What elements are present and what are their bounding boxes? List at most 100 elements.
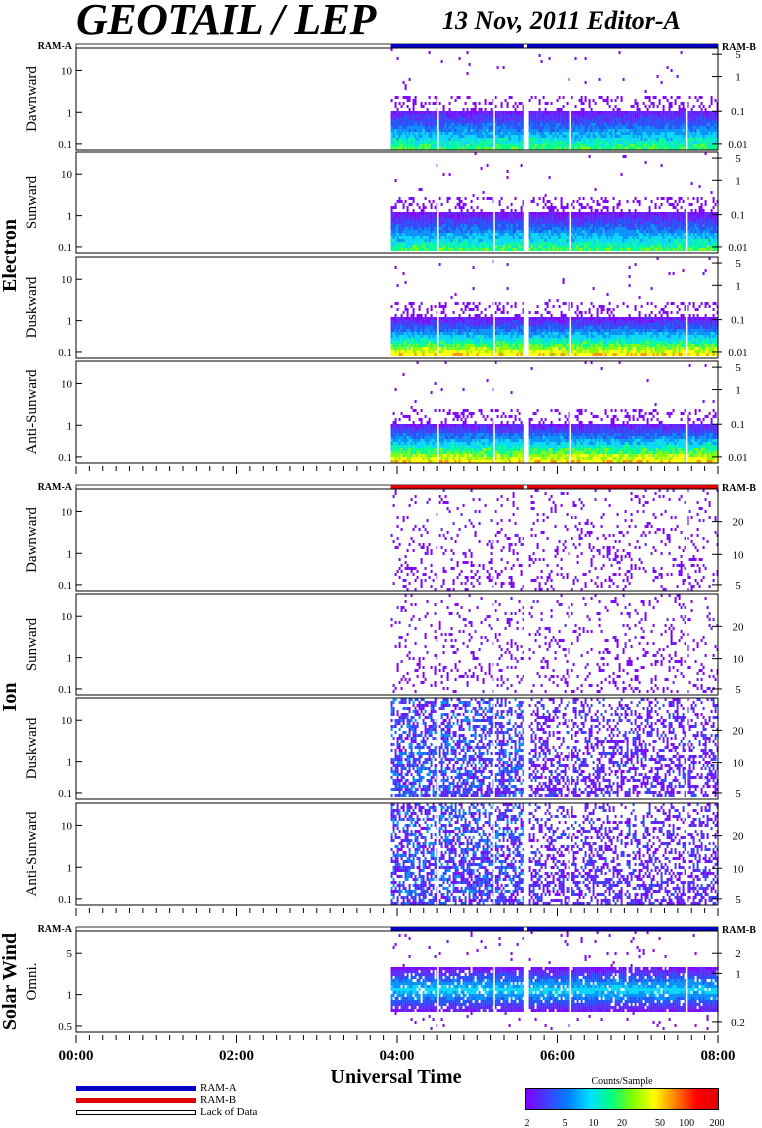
data-cell (474, 102, 477, 105)
data-cell (712, 123, 715, 126)
data-cell (412, 242, 415, 245)
data-cell (464, 227, 467, 230)
data-cell (648, 114, 651, 117)
data-cell (644, 212, 647, 215)
data-cell (440, 224, 443, 227)
data-cell (390, 117, 393, 120)
data-cell (448, 138, 451, 141)
data-cell (640, 221, 643, 224)
data-cell (402, 102, 405, 105)
data-cell (584, 147, 587, 150)
data-cell (700, 141, 703, 144)
data-cell (396, 200, 399, 203)
data-cell (424, 242, 427, 245)
data-cell (566, 212, 569, 215)
data-cell (482, 218, 485, 221)
data-cell (690, 141, 693, 144)
data-cell (490, 141, 493, 144)
data-cell (632, 114, 635, 117)
data-cell (582, 218, 585, 221)
data-cell (486, 227, 489, 230)
data-cell (460, 123, 463, 126)
data-cell (638, 129, 641, 132)
data-cell (508, 114, 511, 117)
data-cell (410, 305, 413, 308)
data-cell (608, 236, 611, 239)
data-cell (698, 212, 701, 215)
data-cell (512, 245, 515, 248)
data-cell (448, 248, 451, 251)
data-cell (614, 221, 617, 224)
data-cell (546, 227, 549, 230)
data-cell (538, 233, 541, 236)
data-cell (428, 233, 431, 236)
data-cell (520, 227, 523, 230)
data-cell (670, 233, 673, 236)
data-cell (494, 239, 497, 242)
data-cell (666, 227, 669, 230)
data-cell (698, 114, 701, 117)
data-cell (702, 224, 705, 227)
data-cell (540, 120, 543, 123)
data-cell (672, 141, 675, 144)
data-cell (476, 141, 479, 144)
data-cell (548, 111, 551, 114)
data-cell (410, 135, 413, 138)
data-cell (414, 239, 417, 242)
data-cell (458, 117, 461, 120)
data-cell (532, 117, 535, 120)
data-cell (594, 239, 597, 242)
data-cell (428, 224, 431, 227)
data-cell (514, 144, 517, 147)
data-cell (476, 212, 479, 215)
data-cell (692, 114, 695, 117)
data-cell (506, 224, 509, 227)
data-cell (418, 132, 421, 135)
data-cell (406, 350, 409, 353)
data-cell (692, 129, 695, 132)
data-cell (614, 218, 617, 221)
data-cell (528, 233, 531, 236)
data-cell (690, 227, 693, 230)
data-cell (580, 218, 583, 221)
data-cell (676, 135, 679, 138)
data-cell (534, 135, 537, 138)
data-cell (444, 114, 447, 117)
data-cell (528, 230, 531, 233)
data-cell (472, 248, 475, 251)
data-gap-line (685, 152, 688, 253)
data-cell (668, 236, 671, 239)
data-cell (634, 224, 637, 227)
data-cell (402, 138, 405, 141)
data-cell (548, 221, 551, 224)
data-cell (412, 233, 415, 236)
data-cell (426, 233, 429, 236)
data-cell (682, 141, 685, 144)
data-cell (642, 224, 645, 227)
data-cell (394, 212, 397, 215)
data-cell (680, 233, 683, 236)
data-cell (706, 114, 709, 117)
data-cell (536, 129, 539, 132)
data-cell (530, 120, 533, 123)
data-cell (574, 242, 577, 245)
data-cell (648, 206, 651, 209)
data-cell (516, 123, 519, 126)
data-cell (640, 126, 643, 129)
data-cell (556, 120, 559, 123)
data-cell (446, 123, 449, 126)
data-cell (582, 123, 585, 126)
data-cell (634, 132, 637, 135)
data-cell (670, 141, 673, 144)
data-cell (570, 218, 573, 221)
data-cell (488, 230, 491, 233)
data-cell (450, 215, 453, 218)
data-cell (452, 126, 455, 129)
data-cell (670, 212, 673, 215)
data-cell (684, 141, 687, 144)
data-cell (476, 227, 479, 230)
data-cell (544, 203, 547, 206)
data-cell (616, 129, 619, 132)
data-cell (470, 230, 473, 233)
data-cell (544, 132, 547, 135)
